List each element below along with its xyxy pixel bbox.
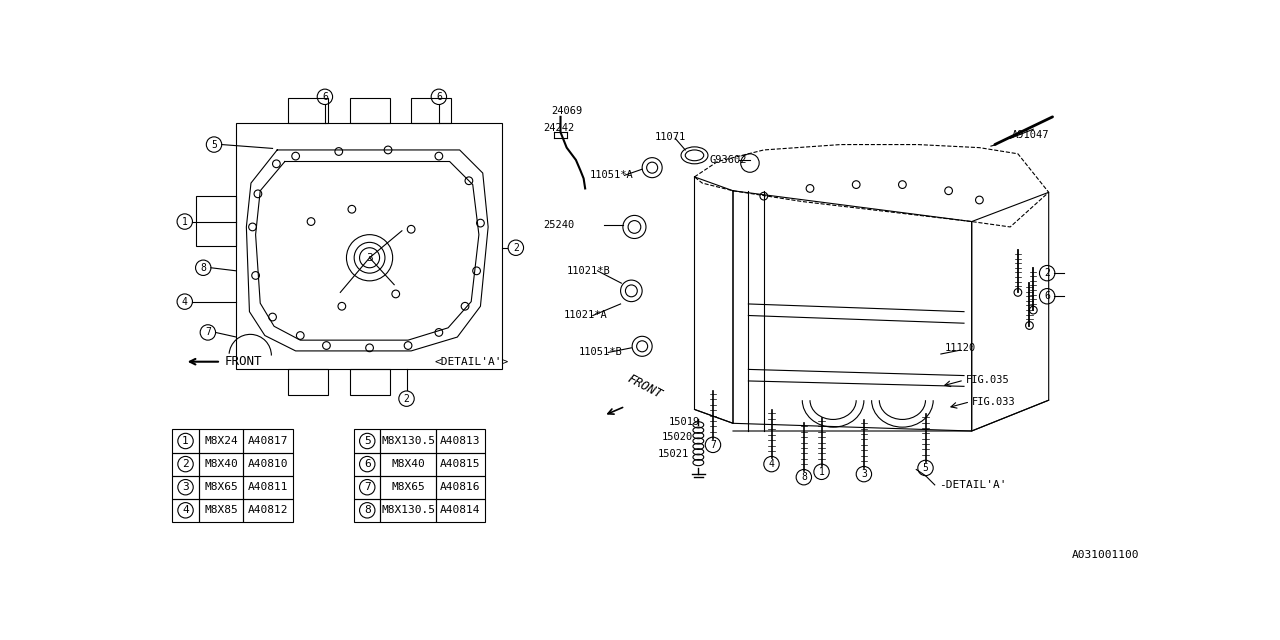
Text: A40813: A40813 [440, 436, 481, 446]
Text: G93602: G93602 [710, 155, 748, 165]
Bar [198, 452, 243, 476]
Bar [196, 196, 237, 246]
Bar [173, 476, 198, 499]
Text: 15021: 15021 [658, 449, 689, 459]
Text: 15019: 15019 [668, 417, 700, 427]
Bar [349, 97, 389, 123]
Text: FRONT: FRONT [225, 355, 262, 368]
Bar [243, 429, 293, 452]
Text: 11051*B: 11051*B [579, 348, 623, 358]
Text: 11021*A: 11021*A [563, 310, 607, 321]
Text: M8X130.5: M8X130.5 [381, 506, 435, 515]
Text: A40816: A40816 [440, 482, 481, 492]
Text: <DETAIL'A'>: <DETAIL'A'> [434, 356, 508, 367]
Text: FIG.033: FIG.033 [972, 397, 1015, 407]
Bar [288, 369, 328, 395]
Bar [243, 499, 293, 522]
Text: 11021*B: 11021*B [567, 266, 611, 276]
Bar [243, 452, 293, 476]
Text: FRONT: FRONT [625, 372, 664, 402]
Text: A40810: A40810 [247, 459, 288, 469]
Text: A40812: A40812 [247, 506, 288, 515]
Text: 5: 5 [364, 436, 371, 446]
Bar [380, 452, 435, 476]
Bar [173, 452, 198, 476]
Text: 7: 7 [364, 482, 371, 492]
Text: 6: 6 [436, 92, 442, 102]
Text: A40817: A40817 [247, 436, 288, 446]
Text: A031001100: A031001100 [1073, 550, 1139, 561]
Text: 2: 2 [182, 459, 189, 469]
Text: A91047: A91047 [1011, 129, 1050, 140]
Text: 1: 1 [182, 436, 189, 446]
Text: M8X40: M8X40 [204, 459, 238, 469]
Text: -DETAIL'A': -DETAIL'A' [940, 480, 1007, 490]
Text: 7: 7 [205, 328, 211, 337]
Text: M8X65: M8X65 [204, 482, 238, 492]
Bar [237, 123, 502, 369]
Bar [435, 429, 485, 452]
Text: A40815: A40815 [440, 459, 481, 469]
Bar [435, 499, 485, 522]
Text: A40814: A40814 [440, 506, 481, 515]
Text: 4: 4 [768, 459, 774, 469]
Text: 2: 2 [403, 394, 410, 404]
Text: A40811: A40811 [247, 482, 288, 492]
Bar [198, 429, 243, 452]
Bar [288, 97, 328, 123]
Bar [173, 429, 198, 452]
Text: 5: 5 [211, 140, 216, 150]
Text: 4: 4 [182, 296, 188, 307]
Bar [435, 476, 485, 499]
Text: 25240: 25240 [544, 220, 575, 230]
Bar [355, 476, 380, 499]
Text: 8: 8 [801, 472, 806, 482]
Text: M8X24: M8X24 [204, 436, 238, 446]
Bar [355, 429, 380, 452]
Text: 1: 1 [182, 216, 188, 227]
Text: 11051*A: 11051*A [590, 170, 634, 180]
Bar [198, 499, 243, 522]
Text: 3: 3 [366, 253, 372, 263]
Text: 7: 7 [710, 440, 716, 450]
Bar [380, 429, 435, 452]
Text: 15020: 15020 [662, 432, 694, 442]
Text: 24069: 24069 [552, 106, 582, 116]
Bar [355, 452, 380, 476]
Text: 11120: 11120 [945, 343, 977, 353]
Text: 2: 2 [513, 243, 518, 253]
Text: 6: 6 [364, 459, 371, 469]
Text: 5: 5 [923, 463, 928, 473]
Bar [349, 369, 389, 395]
Text: FIG.035: FIG.035 [965, 375, 1010, 385]
Text: M8X65: M8X65 [392, 482, 425, 492]
Bar [411, 97, 451, 123]
Bar [380, 499, 435, 522]
Text: 6: 6 [1044, 291, 1050, 301]
Text: 24242: 24242 [544, 123, 575, 132]
Bar [380, 476, 435, 499]
Text: 6: 6 [323, 92, 328, 102]
Text: 8: 8 [200, 263, 206, 273]
Text: M8X40: M8X40 [392, 459, 425, 469]
Text: 2: 2 [1044, 268, 1050, 278]
Text: 4: 4 [182, 506, 189, 515]
Text: M8X130.5: M8X130.5 [381, 436, 435, 446]
Text: 3: 3 [182, 482, 189, 492]
Bar [435, 452, 485, 476]
Text: M8X85: M8X85 [204, 506, 238, 515]
Bar [243, 476, 293, 499]
Text: 11071: 11071 [654, 132, 686, 142]
Text: 8: 8 [364, 506, 371, 515]
Text: 3: 3 [861, 469, 867, 479]
Bar [198, 476, 243, 499]
Text: 1: 1 [819, 467, 824, 477]
Bar [173, 499, 198, 522]
Bar [355, 499, 380, 522]
